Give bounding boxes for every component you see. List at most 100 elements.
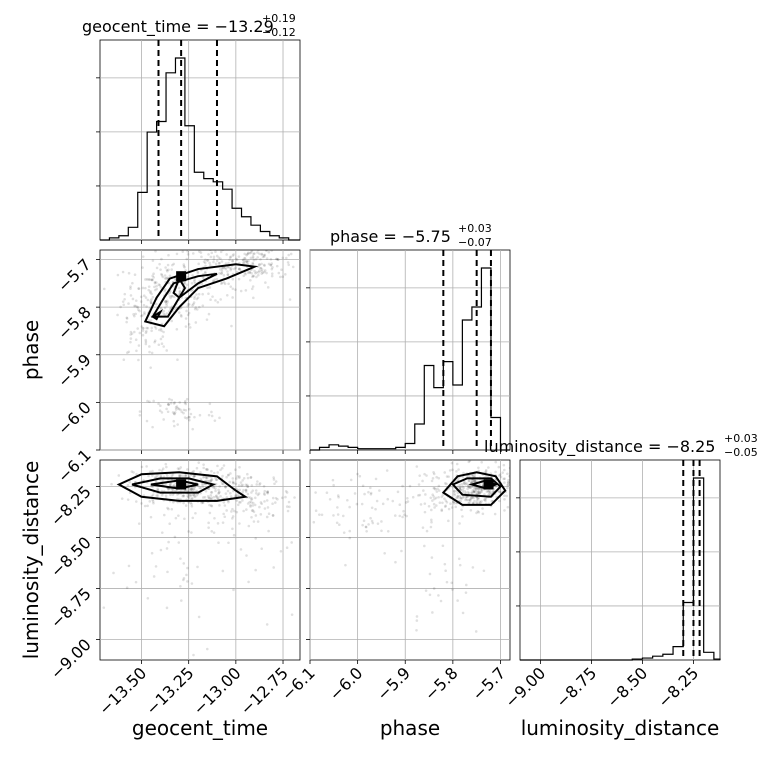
scatter-point [470, 485, 474, 489]
scatter-point [266, 491, 269, 495]
scatter-point [250, 250, 254, 253]
scatter-point [185, 257, 189, 261]
scatter-point [262, 484, 266, 488]
scatter-point [207, 526, 210, 529]
scatter-point [136, 327, 140, 330]
scatter-point [218, 268, 222, 271]
scatter-point [265, 250, 268, 252]
scatter-point [468, 486, 471, 490]
scatter-point [467, 479, 471, 482]
scatter-point [437, 476, 441, 480]
scatter-point [263, 255, 266, 258]
x-tick-label-phase: −6.0 [326, 663, 367, 704]
scatter-point [242, 509, 245, 513]
scatter-point [263, 253, 267, 257]
scatter-point [132, 471, 135, 474]
scatter-point [196, 296, 200, 299]
scatter-point [336, 506, 339, 509]
scatter-point [253, 269, 256, 273]
scatter-point [204, 467, 208, 471]
scatter-point [506, 505, 510, 509]
scatter-point [167, 488, 170, 491]
scatter-point [234, 494, 238, 498]
scatter-point [204, 489, 208, 493]
scatter-point [469, 508, 473, 512]
scatter-point [475, 511, 478, 515]
scatter-point [441, 544, 445, 548]
scatter-point [250, 287, 254, 291]
scatter-point [241, 483, 244, 487]
scatter-point [461, 475, 465, 479]
scatter-point [260, 547, 263, 551]
scatter-point [250, 491, 253, 494]
scatter-point [187, 311, 191, 315]
scatter-point [506, 483, 510, 487]
scatter-point [191, 488, 194, 492]
scatter-point [245, 508, 248, 511]
panel-phase-vs-luminosity-distance-frame [309, 459, 511, 661]
scatter-point [153, 280, 157, 284]
scatter-point [193, 297, 196, 300]
scatter-point [197, 262, 200, 266]
scatter-point [155, 266, 159, 270]
scatter-point [265, 271, 268, 275]
scatter-point [209, 255, 213, 259]
scatter-point [210, 504, 213, 507]
scatter-point [214, 478, 218, 482]
title-phase-lower: −0.07 [458, 236, 492, 249]
scatter-point [204, 258, 207, 262]
scatter-point [249, 279, 252, 282]
scatter-point [220, 269, 224, 273]
scatter-point [163, 289, 166, 293]
scatter-point [228, 491, 232, 495]
scatter-point [131, 281, 134, 285]
contour-level-3 [150, 309, 164, 321]
title-geocent-time-upper: +0.19 [262, 12, 296, 25]
scatter-point [453, 493, 457, 497]
scatter-point [267, 250, 271, 254]
scatter-point [166, 570, 169, 574]
scatter-point [191, 496, 194, 500]
scatter-point [163, 306, 167, 310]
scatter-point [244, 289, 248, 292]
scatter-point [432, 587, 436, 590]
scatter-point [490, 460, 492, 461]
scatter-point [176, 423, 179, 426]
scatter-point [241, 258, 245, 262]
scatter-point [431, 477, 435, 480]
scatter-point [219, 468, 222, 472]
scatter-point [237, 255, 241, 258]
scatter-point [280, 268, 283, 272]
scatter-point [260, 270, 263, 273]
scatter-point [481, 482, 485, 485]
scatter-point [214, 487, 217, 490]
scatter-point [245, 261, 249, 264]
scatter-point [249, 256, 253, 260]
scatter-point [190, 502, 193, 506]
scatter-point [130, 470, 134, 473]
scatter-point [418, 474, 421, 477]
scatter-point [471, 480, 474, 484]
scatter-point [433, 506, 436, 509]
scatter-point [168, 274, 172, 278]
scatter-point [473, 487, 476, 490]
scatter-point [286, 509, 290, 513]
scatter-point [149, 515, 153, 519]
y-tick-label-luminosity-distance: −8.25 [47, 482, 95, 530]
scatter-point [232, 509, 236, 513]
scatter-point [175, 405, 179, 408]
scatter-point [244, 273, 247, 276]
scatter-point [184, 317, 188, 320]
scatter-point [151, 493, 155, 497]
scatter-point [152, 575, 156, 578]
scatter-point [159, 548, 163, 552]
scatter-point [271, 514, 275, 517]
scatter-point [208, 286, 212, 289]
scatter-point [512, 479, 515, 482]
scatter-point [503, 468, 506, 472]
scatter-point [483, 493, 486, 496]
scatter-point [238, 475, 241, 478]
scatter-point [465, 482, 468, 485]
scatter-point [472, 496, 475, 500]
scatter-point [455, 496, 458, 500]
